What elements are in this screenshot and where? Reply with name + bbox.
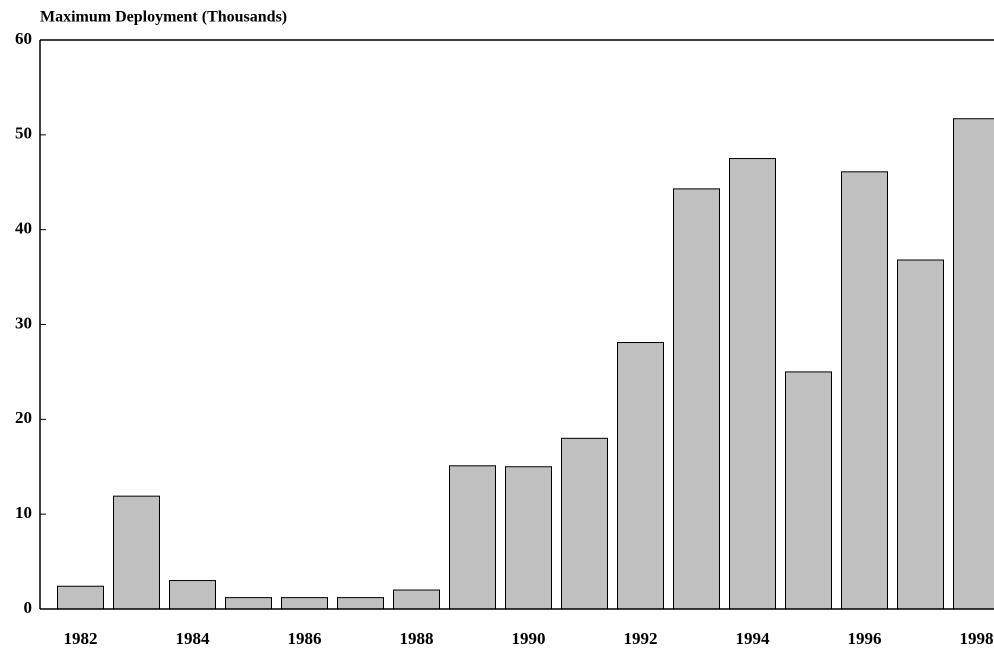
bar [897, 259, 944, 610]
x-tick-label: 1992 [624, 629, 658, 648]
bar [785, 371, 832, 610]
bar [169, 580, 216, 610]
bar [113, 495, 160, 610]
x-tick-label: 1998 [960, 629, 994, 648]
y-tick-label: 30 [15, 313, 32, 332]
y-tick-label: 60 [15, 29, 32, 48]
y-tick-label: 20 [15, 408, 32, 427]
x-tick-label: 1996 [848, 629, 882, 648]
x-tick-label: 1988 [400, 629, 434, 648]
y-tick-label: 10 [15, 503, 32, 522]
x-tick-label: 1984 [176, 629, 211, 648]
x-tick-label: 1994 [736, 629, 771, 648]
bar [673, 188, 720, 610]
bar [225, 597, 272, 610]
bar [449, 465, 496, 610]
bar [953, 118, 994, 610]
y-tick-label: 0 [24, 598, 33, 617]
x-tick-label: 1990 [512, 629, 546, 648]
y-tick-label: 50 [15, 124, 32, 143]
bar [505, 466, 552, 610]
x-tick-label: 1982 [64, 629, 98, 648]
chart-title: Maximum Deployment (Thousands) [40, 9, 287, 26]
bar [841, 171, 888, 610]
y-tick-label: 40 [15, 219, 32, 238]
bar [393, 589, 440, 610]
bar [561, 437, 608, 610]
x-tick-label: 1986 [288, 629, 322, 648]
bar [729, 158, 776, 610]
bar [617, 342, 664, 610]
bar [57, 585, 104, 610]
bar [281, 597, 328, 610]
bar [337, 597, 384, 610]
